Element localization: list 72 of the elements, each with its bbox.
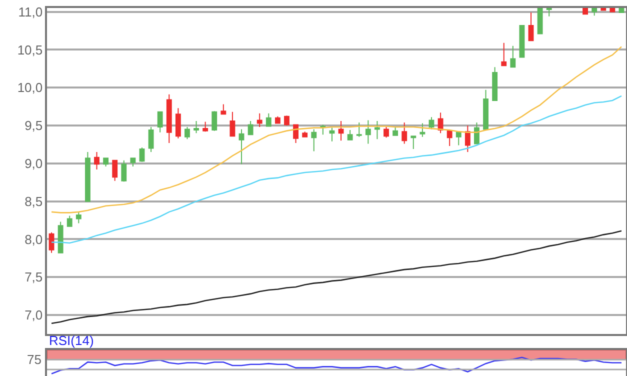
candlestick (338, 120, 344, 142)
candlestick (492, 66, 498, 101)
y-tick-label: 8,5 (24, 194, 43, 209)
candlestick (474, 122, 480, 144)
candlestick (84, 152, 90, 202)
candlestick (166, 94, 172, 144)
candlestick (248, 120, 254, 136)
candlestick (256, 112, 262, 128)
line-series (50, 230, 622, 324)
candlestick (66, 215, 72, 227)
candlestick (302, 131, 308, 138)
candlestick (157, 111, 163, 133)
candlestick (194, 120, 199, 134)
candlestick (374, 120, 380, 140)
candlestick (610, 8, 616, 12)
candlestick (438, 112, 444, 134)
candlestick (410, 136, 416, 150)
candlestick (365, 120, 371, 144)
candlestick (130, 158, 136, 167)
y-tick-label: 7,5 (24, 270, 43, 285)
candlestick (139, 147, 145, 162)
candlestick (112, 160, 118, 182)
candlestick (76, 211, 82, 224)
y-tick-label: 10,5 (17, 42, 43, 58)
candlestick (311, 128, 317, 152)
candlestick (510, 45, 516, 68)
candlestick (446, 130, 452, 146)
candlestick (392, 126, 398, 136)
text: 75 (27, 352, 42, 367)
candlestick (537, 8, 543, 34)
candlestick (528, 12, 534, 42)
line-series (50, 95, 622, 244)
candlestick (420, 122, 426, 138)
candlestick (592, 8, 598, 16)
candlestick (519, 24, 525, 58)
candlestick (582, 8, 588, 15)
candlestick (464, 125, 470, 153)
candlestick (230, 111, 236, 137)
candlestick (274, 116, 280, 124)
line-series (50, 46, 622, 214)
candlestick (356, 122, 362, 138)
candlestick (329, 127, 335, 142)
candlestick (284, 115, 290, 126)
candlestick (103, 158, 109, 167)
y-tick-label: 8,0 (24, 232, 43, 247)
candlestick (483, 89, 488, 130)
candlestick (600, 8, 606, 11)
y-tick-label: 7,0 (24, 308, 43, 323)
candlestick (175, 108, 181, 139)
candlestick (121, 160, 127, 182)
candlestick (384, 126, 389, 138)
y-tick-label: 9,5 (24, 118, 43, 134)
candlestick (428, 116, 434, 130)
y-tick-label: 9,0 (24, 156, 43, 171)
candlestick (293, 124, 299, 144)
candlestick (148, 126, 154, 153)
candlestick (94, 152, 100, 170)
candlestick (220, 104, 226, 115)
candlestick (184, 126, 190, 140)
candlestick (501, 42, 507, 66)
candlestick (456, 132, 462, 146)
candlestick (238, 128, 244, 165)
chart-title: RSI(14) (49, 333, 94, 348)
candlestick (347, 130, 353, 140)
candlestick (266, 112, 272, 127)
y-tick-label: 11,0 (18, 4, 43, 20)
candlestick (546, 8, 552, 17)
y-tick-label: 10,0 (17, 80, 43, 96)
candlestick (202, 121, 208, 132)
candlestick (58, 221, 64, 254)
candlestick (402, 122, 408, 144)
candlestick (212, 110, 218, 132)
